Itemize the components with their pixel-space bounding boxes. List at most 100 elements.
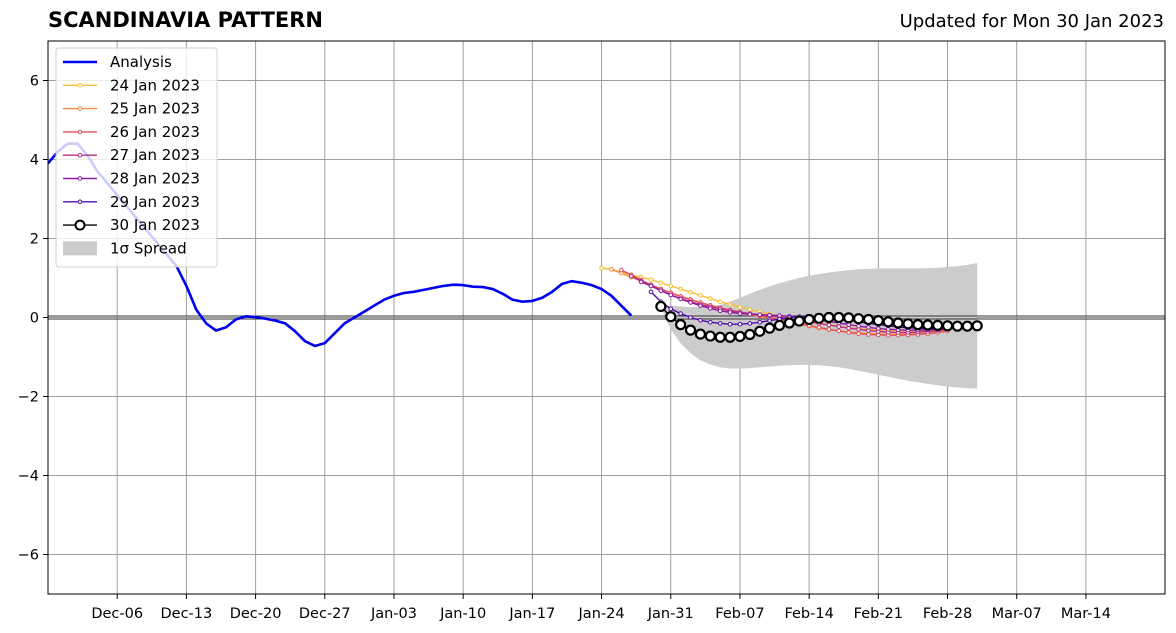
y-tick-label: −2 <box>18 390 39 406</box>
latest-forecast-point <box>754 325 766 337</box>
legend-item: 24 Jan 2023 <box>63 76 200 94</box>
forecast-point <box>737 304 743 310</box>
forecast-point <box>648 289 654 295</box>
x-tick-label: Feb-14 <box>784 606 833 622</box>
legend-marker-swatch <box>77 152 83 158</box>
x-tick-label: Feb-07 <box>715 606 764 622</box>
forecast-point <box>688 300 693 305</box>
x-tick-label: Jan-24 <box>578 606 625 622</box>
latest-forecast-point <box>684 324 697 336</box>
forecast-point <box>658 280 664 286</box>
forecast-point <box>836 328 842 334</box>
x-tick-label: Mar-07 <box>992 606 1042 622</box>
forecast-point <box>609 267 614 272</box>
plot-frame <box>47 40 1166 595</box>
y-tick-label: −4 <box>18 469 39 485</box>
forecast-point <box>737 311 743 316</box>
forecast-point <box>826 327 832 332</box>
x-tick-label: Mar-14 <box>1061 606 1111 622</box>
chart-title: SCANDINAVIA PATTERN <box>48 8 323 32</box>
x-tick-label: Feb-21 <box>854 606 903 622</box>
y-tick-label: 4 <box>30 153 39 169</box>
legend-label: 26 Jan 2023 <box>110 123 200 141</box>
forecast-point <box>707 319 713 325</box>
updated-date-label: Updated for Mon 30 Jan 2023 <box>899 11 1164 32</box>
forecast-point <box>727 302 733 307</box>
x-tick-label: Dec-13 <box>161 606 213 622</box>
forecast-point <box>648 283 654 289</box>
latest-forecast-point <box>675 319 687 331</box>
forecast-point <box>678 296 683 302</box>
legend-label: 24 Jan 2023 <box>110 76 200 94</box>
latest-forecast-point <box>862 313 875 326</box>
forecast-point <box>707 306 713 311</box>
latest-forecast-point <box>783 317 795 329</box>
forecast-point <box>698 293 703 298</box>
legend-item: 26 Jan 2023 <box>63 123 200 141</box>
legend-label: 27 Jan 2023 <box>110 146 200 164</box>
forecast-point <box>866 332 871 337</box>
latest-forecast-point <box>714 331 726 343</box>
latest-forecast-point <box>793 315 805 327</box>
forecast-point <box>727 310 733 315</box>
latest-forecast-point <box>833 311 845 324</box>
latest-forecast-point <box>922 319 934 331</box>
forecast-point <box>717 299 723 305</box>
forecast-point <box>668 283 674 289</box>
x-tick-label: Dec-27 <box>299 606 351 622</box>
latest-forecast-point <box>902 318 914 330</box>
forecast-point <box>599 265 604 271</box>
legend-box <box>55 47 218 268</box>
legend-label: 25 Jan 2023 <box>110 100 200 118</box>
axes: Dec-06 Dec-13 Dec-20 Dec-27 Jan-03 Jan-10 Jan-… <box>18 40 1166 622</box>
forecast-point <box>717 321 723 326</box>
forecast-point <box>816 325 822 330</box>
latest-forecast-point <box>843 312 855 324</box>
legend-item: 29 Jan 2023 <box>63 193 200 211</box>
latest-forecast-point <box>941 320 954 332</box>
latest-forecast-point <box>655 300 667 313</box>
forecast-point <box>876 326 881 331</box>
latest-forecast-point <box>724 331 736 343</box>
forecast-point <box>619 267 624 273</box>
forecast-point <box>846 330 851 335</box>
x-tick-label: Feb-28 <box>923 606 972 622</box>
latest-forecast-point <box>823 311 835 324</box>
forecast-point <box>717 308 723 314</box>
latest-forecast-point <box>803 313 815 326</box>
zero-line <box>48 315 1165 320</box>
legend-marker-swatch <box>74 219 86 231</box>
forecast-point <box>767 318 772 323</box>
legend-label: 29 Jan 2023 <box>110 193 200 211</box>
x-tick-label: Dec-06 <box>91 606 143 622</box>
x-tick-label: Jan-17 <box>508 606 555 622</box>
latest-forecast-point <box>704 330 716 342</box>
legend-item: Analysis <box>63 53 172 71</box>
legend-label: 30 Jan 2023 <box>110 216 200 234</box>
forecast-point <box>707 296 713 301</box>
legend-item: 28 Jan 2023 <box>63 170 200 188</box>
legend-marker-swatch <box>77 106 83 111</box>
forecast-point <box>747 321 753 326</box>
forecast-point <box>727 321 733 327</box>
latest-forecast-point <box>773 319 786 331</box>
y-tick-label: 0 <box>30 311 39 327</box>
latest-forecast-point <box>912 319 924 331</box>
forecast-point <box>668 292 674 298</box>
latest-forecast-point <box>872 315 884 327</box>
forecast-point <box>698 317 703 323</box>
forecast-point <box>678 311 683 316</box>
x-tick-label: Jan-31 <box>647 606 694 622</box>
legend-item: 1σ Spread <box>63 239 187 257</box>
latest-forecast-point <box>813 312 825 324</box>
latest-forecast-point <box>665 311 677 323</box>
forecast-point <box>628 273 634 279</box>
forecast-point <box>737 321 743 327</box>
forecast-point <box>856 323 861 329</box>
forecast-point <box>668 306 674 312</box>
forecast-point <box>866 325 871 330</box>
legend-item: 30 Jan 2023 <box>63 216 200 234</box>
forecast-point <box>688 289 693 295</box>
forecast-point <box>698 303 703 308</box>
